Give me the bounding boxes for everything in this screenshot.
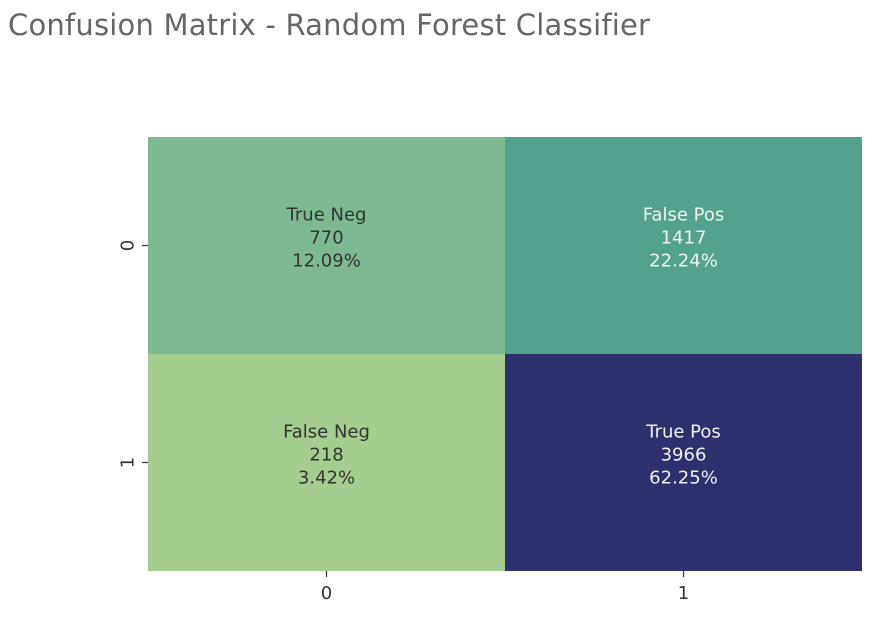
y-tick-label: 0 <box>118 240 139 251</box>
cell-label: True Neg <box>286 205 367 226</box>
heatmap-axes: 0 1 0 1 <box>118 240 690 604</box>
heatmap-cells <box>148 137 862 571</box>
cell-label: False Pos <box>643 205 725 226</box>
cell-count: 1417 <box>661 228 707 249</box>
x-tick-label: 0 <box>321 583 332 604</box>
cell-percent: 22.24% <box>649 251 718 272</box>
cell-percent: 62.25% <box>649 468 718 489</box>
x-tick-label: 1 <box>678 583 689 604</box>
cell-percent: 12.09% <box>292 251 361 272</box>
cell-count: 3966 <box>661 445 707 466</box>
cell-count: 770 <box>309 228 343 249</box>
page-title: Confusion Matrix - Random Forest Classif… <box>8 8 651 42</box>
heatmap-cell <box>148 354 505 571</box>
y-tick-label: 1 <box>118 457 139 468</box>
heatmap-cell <box>505 354 862 571</box>
heatmap-cell <box>505 137 862 354</box>
cell-count: 218 <box>309 445 343 466</box>
cell-percent: 3.42% <box>298 468 355 489</box>
cell-label: True Pos <box>645 422 721 443</box>
cell-label: False Neg <box>283 422 370 443</box>
heatmap-cell <box>148 137 505 354</box>
